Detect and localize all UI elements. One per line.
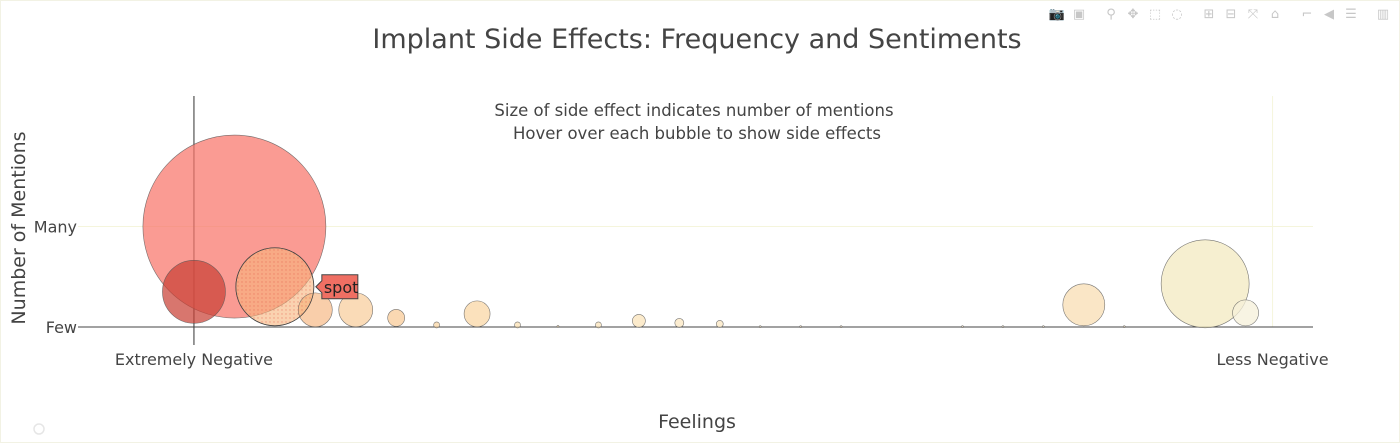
plotly-logo-icon[interactable]: ▥ <box>1376 6 1390 22</box>
hover-closest-icon[interactable]: ◀ <box>1324 6 1334 22</box>
bubbles[interactable] <box>142 134 1259 329</box>
pan-icon[interactable]: ✥ <box>1127 6 1139 22</box>
bubble[interactable] <box>514 321 521 329</box>
zoom-out-icon[interactable]: ⊟ <box>1225 6 1237 22</box>
bubble[interactable] <box>1001 325 1005 328</box>
hover-label-box <box>315 274 359 300</box>
y-tick-label: Many <box>34 218 77 237</box>
x-tick-label: Extremely Negative <box>115 350 273 369</box>
zoom-in-icon[interactable]: ⊞ <box>1203 6 1215 22</box>
bubble[interactable] <box>961 325 964 328</box>
bubble[interactable] <box>715 320 724 328</box>
annotation-line-1: Size of side effect indicates number of … <box>494 101 893 120</box>
chart-title: Implant Side Effects: Frequency and Sent… <box>372 24 1021 55</box>
x-axis-title: Feelings <box>658 411 736 433</box>
bubble-hovered[interactable] <box>235 247 315 327</box>
camera-icon[interactable]: 📷 <box>1048 6 1066 22</box>
bubble[interactable] <box>839 325 843 328</box>
loading-indicator <box>33 423 45 435</box>
bubble[interactable] <box>463 300 491 328</box>
bubble[interactable] <box>1042 325 1045 328</box>
bubble[interactable] <box>1160 239 1250 329</box>
box-select-icon[interactable]: ⬚ <box>1148 6 1162 22</box>
home-icon[interactable]: ⌂ <box>1270 6 1280 22</box>
zoom-icon[interactable]: ⚲ <box>1106 6 1116 22</box>
tick-labels: Extremely Negative Less Negative Few Many <box>34 218 1329 369</box>
bubble[interactable] <box>387 309 405 327</box>
x-tick-label: Less Negative <box>1217 350 1329 369</box>
autoscale-icon[interactable]: ⤧ <box>1247 6 1259 22</box>
save-icon[interactable]: ▣ <box>1072 6 1086 22</box>
hover-label-text: spot <box>324 278 359 297</box>
bubble[interactable] <box>1062 283 1106 327</box>
bubble[interactable] <box>1122 325 1126 328</box>
bubble[interactable] <box>799 325 802 328</box>
bubble[interactable] <box>1232 299 1259 327</box>
y-axis-title: Number of Mentions <box>8 131 30 324</box>
y-tick-label: Few <box>46 318 77 337</box>
bubble[interactable] <box>556 325 560 328</box>
bubble[interactable] <box>674 318 685 328</box>
bubble[interactable] <box>433 321 440 329</box>
bubble[interactable] <box>595 321 602 329</box>
annotation-line-2: Hover over each bubble to show side effe… <box>513 124 881 143</box>
hover-label-group: spot <box>315 274 359 300</box>
bubble[interactable] <box>632 314 646 328</box>
lasso-icon[interactable]: ◌ <box>1171 6 1183 22</box>
spike-lines-icon[interactable]: ⌐ <box>1301 6 1313 22</box>
bubble[interactable] <box>162 259 226 324</box>
modebar: 📷 ▣ ⚲ ✥ ⬚ ◌ ⊞ ⊟ ⤧ ⌂ ⌐ ◀ ☰ ▥ <box>1048 6 1392 22</box>
hover-compare-icon[interactable]: ☰ <box>1345 6 1357 22</box>
bubble[interactable] <box>758 325 762 328</box>
